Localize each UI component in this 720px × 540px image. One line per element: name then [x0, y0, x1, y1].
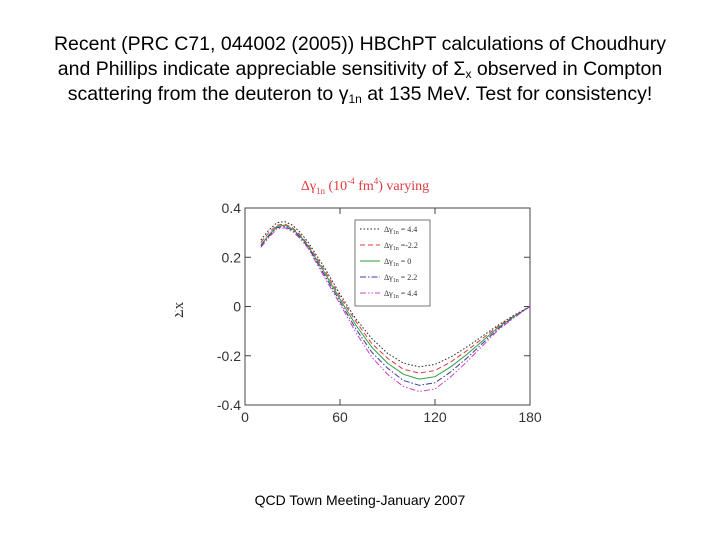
legend: Δγ1n = 4.4 Δγ1n =-2.2 Δγ1n = 0 Δγ1n = 2.2 Δγ…	[354, 219, 431, 307]
chart-title-unit-close: ) varying	[378, 179, 429, 194]
y-tick-label: 0.4	[222, 200, 242, 216]
title-line-1-text: Recent (PRC C71, 044002 (2005)) HBChPT c…	[53, 33, 667, 55]
chart-title-sub: 1n	[316, 186, 326, 196]
y-tick-label: -0.4	[217, 397, 241, 413]
y-tick-label: 0.2	[222, 249, 242, 265]
title-line-2: and Phillips indicate appreciable sensit…	[10, 57, 710, 82]
legend-label-1: Δγ1n = 4.4	[384, 225, 417, 236]
title-line-2-post: observed in Compton	[471, 58, 663, 80]
series-line-2	[260, 223, 531, 374]
title-line-3: scattering from the deuteron to γ1n at 1…	[10, 82, 710, 107]
y-axis-label: Σx	[175, 301, 187, 318]
title-line-3-post: at 135 MeV. Test for consistency!	[361, 83, 653, 105]
chart-figure: Δγ1n (10-4 fm4) varying Σx 0 60 120 180 0.4 0…	[171, 170, 555, 430]
chart-title-unit-open: (10	[325, 179, 347, 194]
footer-text: QCD Town Meeting-January 2007	[254, 492, 466, 508]
chart-svg: Δγ1n (10-4 fm4) varying Σx 0 60 120 1800.40…	[171, 176, 542, 425]
y-tick-label: 0	[233, 299, 241, 315]
x-tick-label: 60	[332, 409, 348, 425]
plot-area: 0 60 120 180 0.4 0.2 0 -0.2 -0.4	[217, 200, 542, 425]
chart-title-unit-mid: fm	[355, 179, 374, 194]
gamma-subscript: 1n	[348, 92, 362, 106]
legend-box	[354, 219, 431, 307]
title-line-3-pre: scattering from the deuteron to	[67, 83, 339, 105]
legend-label-2: Δγ1n =-2.2	[384, 241, 418, 252]
series-line-1	[260, 220, 531, 368]
slide-title: Recent (PRC C71, 044002 (2005)) HBChPT c…	[10, 32, 710, 107]
series-line-3	[260, 224, 531, 380]
sigma-subscript: x	[465, 67, 472, 81]
sigma-symbol: Σ	[453, 58, 466, 80]
chart-title-exp1: -4	[347, 176, 355, 186]
y-tick-label: -0.2	[217, 348, 241, 364]
title-line-1: Recent (PRC C71, 044002 (2005)) HBChPT c…	[10, 32, 710, 57]
gamma-symbol: γ	[338, 83, 349, 105]
x-tick-label: 180	[518, 409, 542, 425]
x-tick-label: 120	[423, 409, 447, 425]
chart-title: Δγ1n (10-4 fm4) varying	[301, 176, 429, 196]
title-line-2-pre: and Phillips indicate appreciable sensit…	[57, 58, 454, 80]
legend-label-3: Δγ1n = 0	[384, 257, 411, 268]
series-line-4	[260, 225, 531, 386]
legend-label-5: Δγ1n = 4.4	[384, 289, 417, 300]
chart-title-prefix: Δγ	[301, 179, 316, 194]
x-tick-label: 0	[241, 409, 249, 425]
series-line-5	[260, 227, 531, 393]
legend-label-4: Δγ1n = 2.2	[384, 273, 417, 284]
chart-title-exp2: 4	[374, 176, 379, 186]
